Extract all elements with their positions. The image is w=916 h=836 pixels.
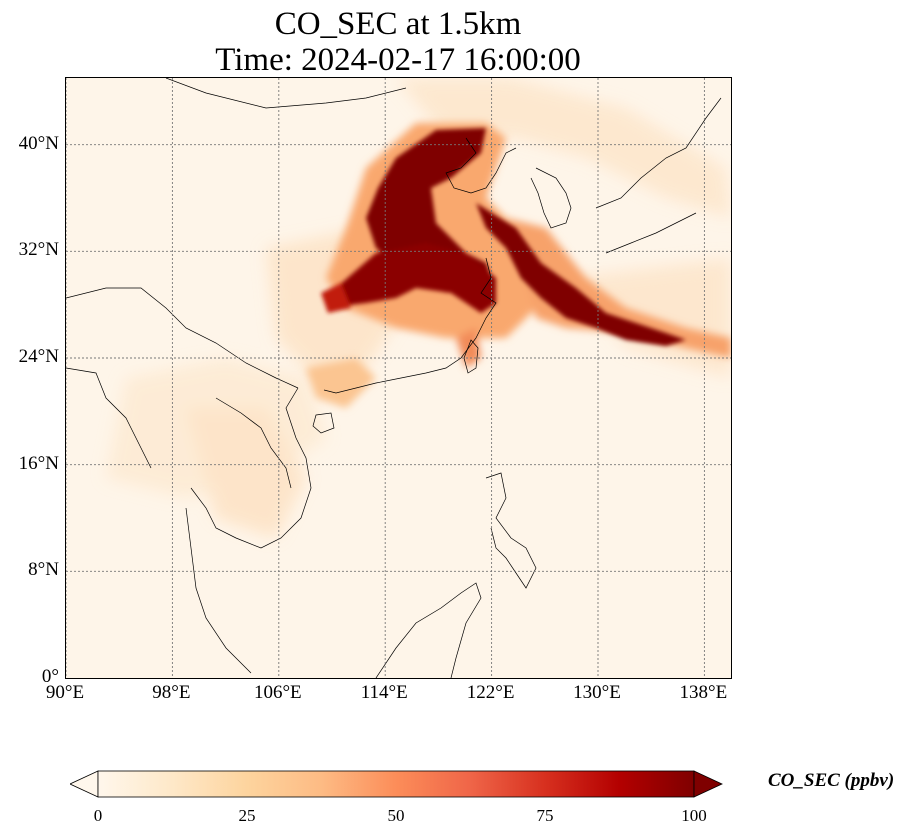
x-tick-label: 130°E	[573, 682, 621, 703]
map-canvas	[66, 78, 731, 678]
x-tick-label: 90°E	[45, 682, 85, 703]
plume-coastal-ribbon-medium	[506, 218, 731, 358]
laos-vietnam-border	[215, 397, 292, 489]
colorbar-tick-label: 100	[681, 806, 707, 825]
colorbar-tick-label: 50	[387, 806, 405, 825]
taiwan-coast	[463, 339, 479, 374]
plume-core-east-streak	[476, 203, 686, 346]
colorbar	[70, 770, 723, 798]
plume-core-yangtze	[336, 243, 496, 313]
korea-coast	[530, 167, 572, 229]
mongolia-border	[165, 78, 407, 109]
china-border	[66, 287, 299, 389]
x-tick-label: 114°E	[360, 682, 408, 703]
x-tick-label: 122°E	[466, 682, 515, 703]
y-tick-label: 40°N	[18, 132, 59, 154]
colorbar-gradient	[97, 770, 695, 798]
faint-plume-north	[396, 78, 731, 218]
plume-edge-red	[321, 283, 351, 313]
malay-coast	[185, 507, 252, 674]
colorbar-extend-high	[693, 770, 723, 798]
x-tick-label: 106°E	[253, 682, 302, 703]
bohai-coast	[445, 137, 517, 194]
philippines-coast	[485, 472, 537, 589]
borneo-coast	[375, 582, 482, 678]
y-tick-label: 24°N	[18, 346, 59, 367]
japan-coast	[595, 97, 722, 254]
x-tick-label: 138°E	[679, 682, 728, 703]
y-tick-label: 16°N	[18, 452, 59, 474]
indochina-coast	[190, 387, 312, 549]
y-tick-label: 32°N	[18, 239, 59, 261]
map-panel	[65, 77, 732, 679]
colorbar-label: CO_SEC (ppbv)	[768, 770, 895, 791]
gridlines	[66, 78, 731, 678]
hainan-coast	[312, 412, 335, 434]
map-title-line-2: Time: 2024-02-17 16:00:00	[215, 42, 581, 78]
colorbar-tick-label: 0	[93, 806, 103, 825]
y-tick-label: 0°	[41, 666, 59, 687]
colorbar-tick-label: 75	[536, 806, 554, 825]
colorbar-extend-low	[70, 770, 99, 798]
coastlines	[66, 78, 722, 678]
colorbar-tick-label: 25	[238, 806, 256, 825]
plume-south-china-medium	[306, 358, 376, 408]
x-tick-label: 98°E	[152, 682, 191, 703]
myanmar-coast	[66, 367, 152, 469]
y-tick-label: 8°N	[28, 559, 59, 581]
china-coast	[323, 257, 497, 394]
faint-plume-indochina	[186, 408, 306, 538]
map-title-line-1: CO_SEC at 1.5km	[274, 6, 522, 42]
